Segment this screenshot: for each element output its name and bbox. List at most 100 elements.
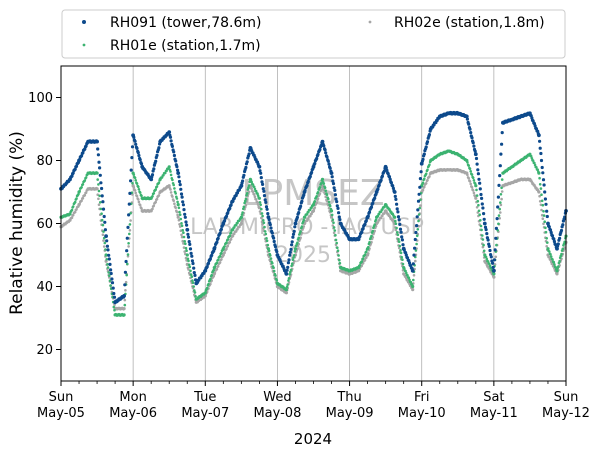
data-point-interp [186,235,191,239]
data-point-interp [482,212,486,216]
data-point-interp [377,183,381,187]
data-point-interp [478,213,482,216]
data-point-interp [330,175,334,179]
data-point-interp [123,303,127,307]
data-point-interp [475,162,479,166]
data-point-interp [249,178,253,182]
data-point-interp [191,279,194,282]
data-point-interp [404,269,407,273]
data-point [492,272,496,276]
data-point [411,284,415,289]
data-point-interp [481,245,485,249]
data-point-interp [265,207,269,211]
data-point-interp [84,144,88,148]
data-point-interp [336,206,340,210]
data-point [464,114,469,119]
data-point-interp [80,199,83,203]
data-point-interp [543,197,548,201]
data-point-interp [100,194,104,198]
data-point-interp [327,197,330,201]
data-point-interp [187,259,190,263]
data-point-interp [540,208,543,212]
data-point-interp [401,262,405,266]
data-point-interp [189,273,193,276]
data-point-interp [393,194,397,198]
data-point-interp [174,206,177,210]
data-point-interp [208,257,212,261]
data-point-interp [466,161,469,164]
legend-label-rh02e: RH02e (station,1.8m) [394,15,545,31]
data-point-interp [548,250,551,253]
data-point-interp [210,273,213,277]
data-point-interp [540,193,543,196]
data-point-interp [468,127,472,131]
data-point-interp [544,226,547,230]
data-point-interp [272,236,276,240]
data-point-interp [325,199,329,203]
data-point-interp [558,259,561,263]
data-point-interp [299,230,302,233]
data-point-interp [176,200,179,204]
data-point-interp [412,253,416,257]
data-point-interp [297,236,301,240]
data-point-interp [286,261,290,265]
data-point-interp [484,255,488,259]
data-point-interp [266,243,270,247]
data-point-interp [155,153,159,157]
data-point-interp [177,218,181,222]
data-point-interp [541,171,545,175]
data-point-interp [187,240,191,244]
data-point-interp [287,258,291,262]
data-point-interp [113,308,116,312]
data-point [95,171,99,175]
data-point [185,227,190,232]
data-point-interp [155,197,159,201]
data-point-interp [483,225,488,229]
data-point-interp [488,264,492,268]
data-point-interp [498,164,502,168]
x-tick-label-date: May-11 [470,406,518,421]
data-point-interp [488,248,492,253]
data-point-interp [552,260,556,264]
data-point-interp [335,200,339,204]
data-point-interp [261,182,265,186]
data-point [95,139,99,144]
data-point-interp [210,253,214,257]
data-point-interp [334,197,338,201]
data-point-interp [467,176,471,180]
data-point-interp [213,271,217,275]
data-point-interp [401,258,404,262]
data-point-interp [367,252,370,255]
legend-marker-rh01e [82,43,86,47]
data-point [239,215,243,219]
data-point-interp [259,176,263,180]
data-point-interp [209,282,212,286]
data-point-interp [549,255,553,258]
data-point-interp [97,203,101,206]
data-point-interp [152,167,156,171]
data-point-interp [267,249,271,253]
data-point-interp [545,214,549,219]
data-point-interp [470,136,474,140]
data-point-interp [485,257,489,261]
data-point-interp [417,192,421,196]
data-point-interp [110,277,114,281]
data-point-interp [476,168,480,172]
data-point-interp [101,223,105,227]
data-point-interp [176,213,179,217]
data-point-interp [539,187,543,190]
data-point-interp [469,170,473,173]
data-point-interp [107,253,111,257]
data-point-interp [428,163,431,167]
data-point-interp [205,286,209,290]
x-tick-label-day: Wed [263,390,291,405]
data-point-interp [183,240,186,243]
data-point-interp [557,265,560,268]
data-point-interp [242,207,245,211]
data-point [537,190,541,194]
data-point-interp [242,205,246,209]
data-point-interp [367,210,372,214]
data-point-interp [472,191,476,195]
data-point-interp [541,217,545,220]
data-point-interp [194,295,197,298]
